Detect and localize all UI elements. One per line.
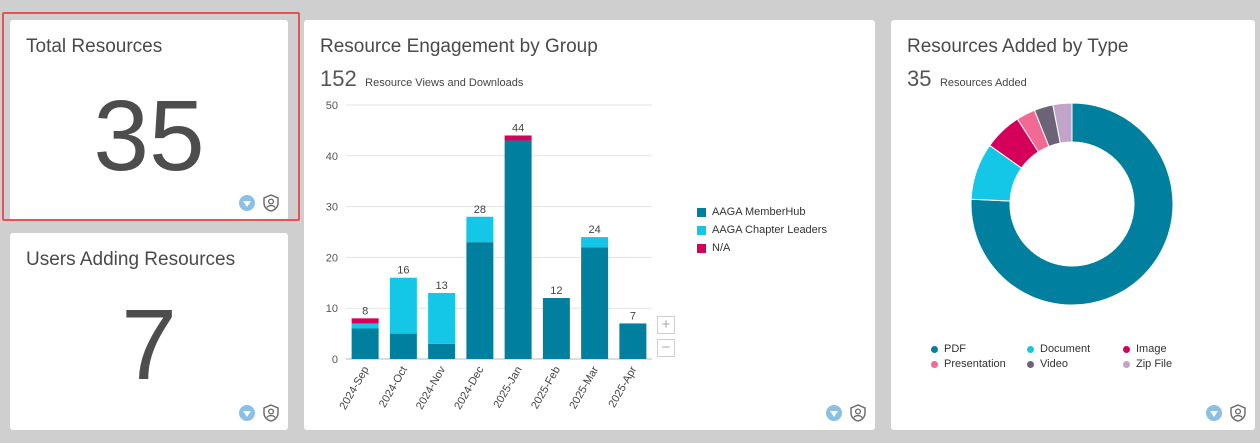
x-tick-label: 2025-Mar (567, 364, 601, 411)
y-tick-label: 0 (332, 354, 338, 366)
legend-swatch (697, 207, 706, 217)
zoom-in-button[interactable]: + (657, 316, 675, 334)
x-tick-label: 2024-Sep (337, 365, 371, 412)
legend-item[interactable]: Zip File (1123, 357, 1203, 372)
legend-label: Image (1136, 343, 1167, 355)
legend-label: PDF (944, 343, 966, 355)
legend-item[interactable]: Presentation (931, 357, 1027, 372)
shield-user-icon[interactable] (262, 194, 280, 212)
legend-label: AAGA Chapter Leaders (712, 224, 827, 236)
legend-item[interactable]: N/A (697, 239, 827, 257)
users-adding-value: 7 (121, 289, 177, 401)
engagement-subtotal: 152 Resource Views and Downloads (320, 66, 523, 92)
bar-segment-aaga-memberhub[interactable] (542, 298, 570, 359)
engagement-bar-chart: 0 10 20 30 40 50 8 2024-Sep 16 2024-Oct 13 2024-Nov… (326, 100, 652, 412)
bar-segment-n-a[interactable] (504, 135, 532, 141)
bar-segment-aaga-memberhub[interactable] (504, 140, 532, 359)
filter-icon[interactable] (239, 405, 255, 421)
legend-dot (1027, 360, 1034, 368)
bar-total-label: 8 (362, 305, 368, 317)
bar-total-label: 16 (397, 265, 409, 277)
y-tick-label: 20 (326, 252, 338, 264)
legend-dot (1123, 360, 1130, 368)
legend-swatch (697, 243, 706, 253)
added-total-label: Resources Added (939, 77, 1027, 89)
card-title: Resources Added by Type (907, 36, 1129, 57)
legend-item[interactable]: Image (1123, 342, 1203, 357)
bar-total-label: 7 (630, 310, 636, 322)
legend-label: Zip File (1136, 358, 1173, 370)
legend-dot (1027, 345, 1034, 353)
legend-label: N/A (712, 242, 731, 254)
legend-dot (931, 345, 938, 353)
legend-item[interactable]: AAGA Chapter Leaders (697, 221, 827, 239)
donut-slice-pdf[interactable] (970, 102, 1174, 306)
y-tick-label: 50 (326, 100, 338, 112)
bar-segment-aaga-memberhub[interactable] (619, 323, 647, 359)
legend-swatch (697, 225, 706, 235)
bar-segment-aaga-memberhub[interactable] (428, 343, 456, 359)
bar-segment-aaga-memberhub[interactable] (466, 242, 494, 359)
legend-item[interactable]: Document (1027, 342, 1123, 357)
users-adding-resources-card[interactable]: Users Adding Resources 7 (10, 233, 288, 430)
x-tick-label: 2025-Jan (491, 365, 524, 411)
bar-segment-aaga-memberhub[interactable] (389, 333, 417, 359)
shield-user-icon[interactable] (849, 404, 867, 422)
added-by-type-card[interactable]: Resources Added by Type 35 Resources Add… (891, 20, 1255, 430)
type-donut-chart (970, 102, 1174, 306)
x-tick-label: 2025-Apr (606, 364, 639, 409)
filter-icon[interactable] (826, 405, 842, 421)
engagement-total-label: Resource Views and Downloads (365, 77, 524, 89)
x-tick-label: 2024-Nov (414, 364, 448, 412)
bar-segment-aaga-chapter-leaders[interactable] (581, 237, 609, 248)
bar-segment-aaga-chapter-leaders[interactable] (428, 292, 456, 344)
x-tick-label: 2024-Oct (377, 365, 410, 410)
card-title: Users Adding Resources (26, 249, 236, 270)
bar-total-label: 24 (589, 224, 601, 236)
zoom-out-button[interactable]: − (657, 339, 675, 357)
bar-total-label: 44 (512, 122, 524, 134)
added-total: 35 (907, 66, 932, 91)
legend-label: Presentation (944, 358, 1006, 370)
legend-dot (1123, 345, 1130, 353)
engagement-total: 152 (320, 66, 357, 91)
bar-segment-aaga-chapter-leaders[interactable] (466, 216, 494, 243)
bar-total-label: 28 (474, 204, 486, 216)
legend-item[interactable]: AAGA MemberHub (697, 203, 827, 221)
bar-segment-aaga-memberhub[interactable] (581, 247, 609, 359)
bar-segment-aaga-memberhub[interactable] (351, 328, 379, 359)
y-tick-label: 40 (326, 151, 338, 163)
legend-item[interactable]: Video (1027, 357, 1123, 372)
bar-chart-legend: AAGA MemberHub AAGA Chapter Leaders N/A (697, 203, 827, 257)
x-tick-label: 2024-Dec (452, 364, 486, 412)
card-title: Resource Engagement by Group (320, 36, 598, 57)
y-tick-label: 10 (326, 303, 338, 315)
y-tick-label: 30 (326, 202, 338, 214)
added-subtotal: 35 Resources Added (907, 66, 1027, 92)
total-resources-card[interactable]: Total Resources 35 (10, 20, 288, 220)
filter-icon[interactable] (239, 195, 255, 211)
shield-user-icon[interactable] (262, 404, 280, 422)
card-title: Total Resources (26, 36, 163, 57)
legend-label: Video (1040, 358, 1068, 370)
bar-segment-aaga-chapter-leaders[interactable] (351, 323, 379, 329)
total-resources-value: 35 (93, 80, 205, 192)
bar-segment-aaga-chapter-leaders[interactable] (389, 277, 417, 334)
donut-slice-zip-file[interactable] (1052, 102, 1073, 144)
x-tick-label: 2025-Feb (529, 365, 563, 412)
legend-item[interactable]: PDF (931, 342, 1027, 357)
bar-total-label: 13 (436, 280, 448, 292)
donut-legend: PDF Document Image Presentation Video Zip Fil… (931, 342, 1201, 372)
shield-user-icon[interactable] (1229, 404, 1247, 422)
bar-total-label: 12 (550, 285, 562, 297)
engagement-card[interactable]: Resource Engagement by Group 152 Resourc… (304, 20, 875, 430)
bar-segment-n-a[interactable] (351, 318, 379, 324)
legend-label: AAGA MemberHub (712, 206, 806, 218)
legend-label: Document (1040, 343, 1091, 355)
legend-dot (931, 360, 938, 368)
filter-icon[interactable] (1206, 405, 1222, 421)
